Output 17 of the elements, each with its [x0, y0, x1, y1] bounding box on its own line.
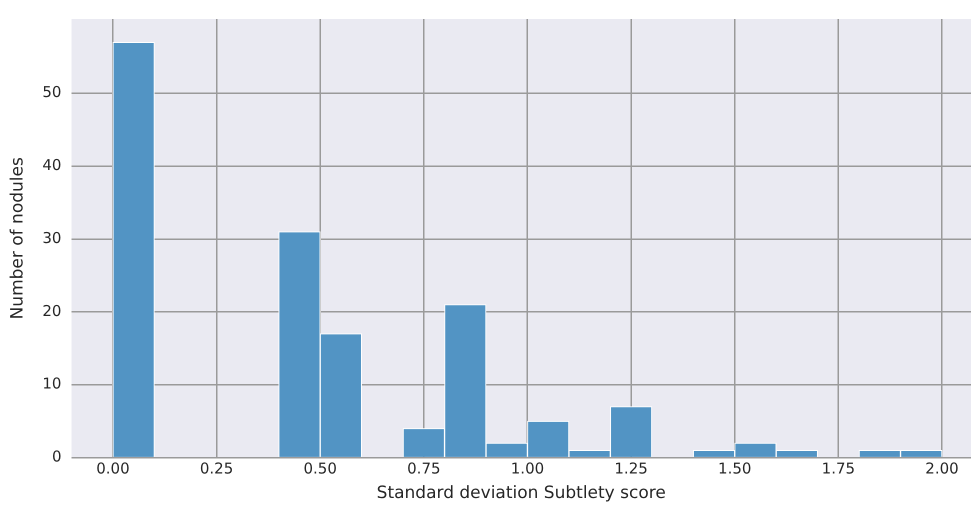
- x-tick-label: 1.00: [510, 459, 544, 478]
- x-tick-label: 0.75: [407, 459, 441, 478]
- x-tick-label: 2.00: [925, 459, 959, 478]
- y-tick-label: 20: [42, 302, 62, 320]
- x-tick-label: 1.50: [718, 459, 752, 478]
- y-tick-label: 40: [42, 156, 62, 174]
- y-tick-label: 50: [42, 83, 62, 102]
- y-tick-label: 0: [52, 447, 62, 466]
- y-tick-label: 10: [42, 374, 62, 393]
- x-tick-label: 0.50: [303, 459, 337, 478]
- y-tick-label: 30: [42, 228, 62, 247]
- x-tick-label: 1.25: [614, 459, 648, 478]
- x-tick-label: 1.75: [822, 459, 856, 478]
- x-axis-title: Standard deviation Subtlety score: [376, 483, 666, 504]
- x-tick-label: 0.00: [96, 459, 130, 478]
- x-tick-label: 0.25: [200, 459, 234, 478]
- y-axis-title: Number of nodules: [8, 157, 28, 320]
